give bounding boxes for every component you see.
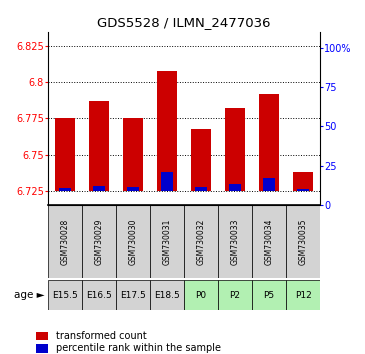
Bar bbox=[218, 280, 252, 310]
Bar bbox=[191, 129, 211, 190]
Text: GSM730035: GSM730035 bbox=[299, 218, 307, 265]
Text: GSM730033: GSM730033 bbox=[231, 218, 239, 265]
Title: GDS5528 / ILMN_2477036: GDS5528 / ILMN_2477036 bbox=[97, 16, 271, 29]
Bar bbox=[286, 205, 320, 278]
Bar bbox=[48, 205, 82, 278]
Bar bbox=[116, 205, 150, 278]
Text: E16.5: E16.5 bbox=[86, 291, 112, 299]
Text: P5: P5 bbox=[264, 291, 274, 299]
Bar bbox=[252, 280, 286, 310]
Text: GSM730029: GSM730029 bbox=[95, 218, 104, 265]
Bar bbox=[82, 205, 116, 278]
Bar bbox=[161, 172, 173, 190]
Bar bbox=[55, 119, 75, 190]
Bar bbox=[229, 184, 241, 190]
Text: E18.5: E18.5 bbox=[154, 291, 180, 299]
Text: GSM730031: GSM730031 bbox=[162, 218, 172, 265]
Bar bbox=[184, 280, 218, 310]
Text: P0: P0 bbox=[195, 291, 207, 299]
Text: GSM730028: GSM730028 bbox=[61, 218, 69, 265]
Bar bbox=[48, 280, 82, 310]
Bar bbox=[225, 108, 245, 190]
Text: age ►: age ► bbox=[14, 290, 45, 300]
Bar bbox=[36, 332, 48, 340]
Bar bbox=[195, 187, 207, 190]
Text: GSM730032: GSM730032 bbox=[196, 218, 205, 265]
Text: P12: P12 bbox=[295, 291, 311, 299]
Bar bbox=[297, 189, 309, 190]
Text: E17.5: E17.5 bbox=[120, 291, 146, 299]
Bar bbox=[157, 71, 177, 190]
Bar bbox=[93, 186, 105, 190]
Bar bbox=[218, 205, 252, 278]
Text: GSM730034: GSM730034 bbox=[265, 218, 273, 265]
Text: GSM730030: GSM730030 bbox=[128, 218, 138, 265]
Bar bbox=[150, 280, 184, 310]
Bar bbox=[82, 280, 116, 310]
Text: percentile rank within the sample: percentile rank within the sample bbox=[56, 343, 221, 354]
Bar bbox=[259, 94, 279, 190]
Bar bbox=[127, 187, 139, 190]
Text: transformed count: transformed count bbox=[56, 331, 147, 341]
Bar bbox=[116, 280, 150, 310]
Bar bbox=[264, 178, 274, 190]
Bar bbox=[89, 101, 109, 190]
Text: P2: P2 bbox=[230, 291, 241, 299]
Bar bbox=[293, 172, 313, 190]
Bar bbox=[123, 119, 143, 190]
Text: E15.5: E15.5 bbox=[52, 291, 78, 299]
Bar bbox=[150, 205, 184, 278]
Bar bbox=[184, 205, 218, 278]
Bar bbox=[286, 280, 320, 310]
Bar bbox=[59, 188, 70, 190]
Bar bbox=[252, 205, 286, 278]
Bar bbox=[36, 344, 48, 353]
